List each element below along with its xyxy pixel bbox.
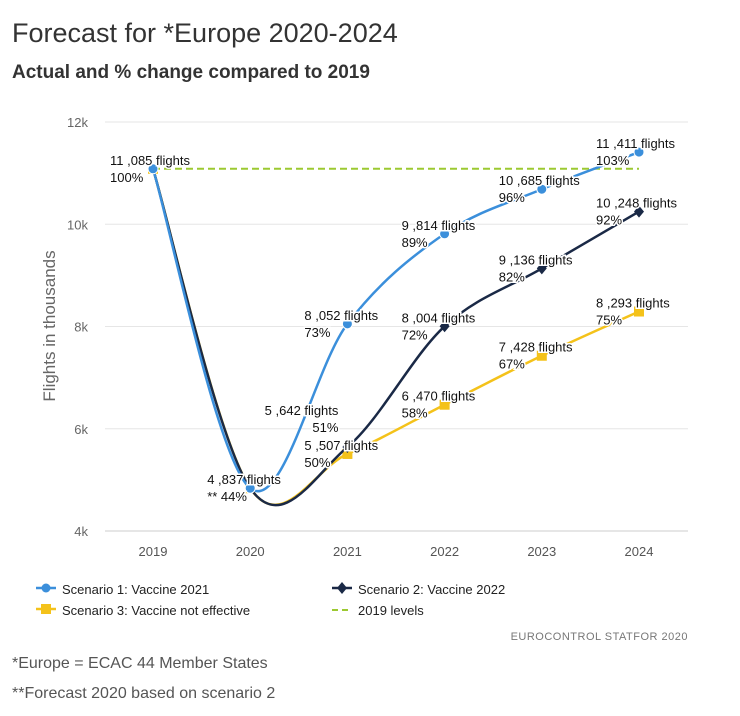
legend-item[interactable]: Scenario 2: Vaccine 2022 xyxy=(332,582,505,597)
data-label-flights: 5 ,642 flights xyxy=(265,403,339,418)
data-label-flights: 10 ,248 flights xyxy=(596,196,677,211)
data-label-percent: 72% xyxy=(402,327,428,342)
chart-title: Forecast for *Europe 2020-2024 xyxy=(12,18,398,48)
data-label-flights: 8 ,052 flights xyxy=(304,308,378,323)
data-label-percent: 89% xyxy=(402,235,428,250)
x-tick-label: 2020 xyxy=(236,544,265,559)
data-point xyxy=(439,320,450,333)
data-label-flights: 8 ,004 flights xyxy=(402,310,476,325)
y-axis-label: Flights in thousands xyxy=(40,250,59,401)
y-tick-label: 8k xyxy=(74,320,88,335)
data-point xyxy=(439,228,451,240)
data-point xyxy=(341,318,353,330)
footnote-forecast: **Forecast 2020 based on scenario 2 xyxy=(12,685,276,702)
data-point xyxy=(536,183,548,195)
data-point xyxy=(634,306,644,317)
data-label-flights: 7 ,428 flights xyxy=(499,340,573,355)
data-point xyxy=(536,350,547,361)
y-tick-label: 4k xyxy=(74,524,88,539)
legend-label: Scenario 3: Vaccine not effective xyxy=(62,603,251,618)
legend-item[interactable]: 2019 levels xyxy=(332,603,424,618)
series-line-1 xyxy=(151,150,640,493)
data-label-flights: 8 ,293 flights xyxy=(596,296,670,311)
dash-marker-icon xyxy=(332,603,352,618)
data-label-flights: 10 ,685 flights xyxy=(499,173,580,188)
data-label-flights: 11 ,085 flights xyxy=(110,153,190,168)
data-label-percent: 103% xyxy=(596,153,630,168)
data-label-percent: 58% xyxy=(402,406,428,421)
legend-item[interactable]: Scenario 3: Vaccine not effective xyxy=(36,603,250,618)
legend-label: Scenario 2: Vaccine 2022 xyxy=(358,582,506,597)
data-point xyxy=(536,262,547,275)
data-label-percent: 92% xyxy=(596,213,622,228)
legend-label: 2019 levels xyxy=(358,603,424,618)
y-tick-label: 10k xyxy=(67,217,88,232)
y-tick-label: 6k xyxy=(74,422,88,437)
credit: EUROCONTROL STATFOR 2020 xyxy=(510,631,688,643)
data-label-percent: 73% xyxy=(304,325,330,340)
series-line-3 xyxy=(151,168,640,507)
data-point xyxy=(342,448,353,459)
data-label-flights: 4 ,837 flights xyxy=(207,472,281,487)
data-label-flights: 5 ,507 flights xyxy=(304,438,378,453)
circle-marker-icon xyxy=(36,582,56,597)
data-label-percent: 100% xyxy=(110,170,144,185)
data-point xyxy=(342,441,353,454)
data-point xyxy=(633,146,645,158)
legend-label: Scenario 1: Vaccine 2021 xyxy=(62,582,210,597)
chart-subtitle: Actual and % change compared to 2019 xyxy=(12,62,370,83)
footnote-europe: *Europe = ECAC 44 Member States xyxy=(12,655,268,672)
x-tick-label: 2023 xyxy=(527,544,556,559)
series-line-2 xyxy=(151,168,640,507)
data-point xyxy=(244,482,256,494)
square-marker-icon xyxy=(36,603,56,618)
x-tick-label: 2019 xyxy=(139,544,168,559)
x-tick-label: 2021 xyxy=(333,544,362,559)
data-label-percent: 82% xyxy=(499,269,525,284)
data-label-percent: 96% xyxy=(499,190,525,205)
data-label-flights: 9 ,814 flights xyxy=(402,218,476,233)
data-label-percent: 67% xyxy=(499,357,525,372)
diamond-marker-icon xyxy=(332,582,352,597)
data-point xyxy=(439,399,450,410)
data-label-flights: 9 ,136 flights xyxy=(499,252,573,267)
data-label-percent: ** 44% xyxy=(207,489,247,504)
x-tick-label: 2024 xyxy=(625,544,654,559)
data-label-flights: 6 ,470 flights xyxy=(402,389,476,404)
data-point xyxy=(147,163,159,175)
legend-item[interactable]: Scenario 1: Vaccine 2021 xyxy=(36,582,209,597)
y-tick-label: 12k xyxy=(67,115,88,130)
data-label-percent: 50% xyxy=(304,455,330,470)
data-label-percent: 75% xyxy=(596,313,622,328)
data-label-percent: 51% xyxy=(312,420,338,435)
data-label-flights: 11 ,411 flights xyxy=(596,136,676,151)
data-point xyxy=(634,205,644,218)
x-tick-label: 2022 xyxy=(430,544,459,559)
